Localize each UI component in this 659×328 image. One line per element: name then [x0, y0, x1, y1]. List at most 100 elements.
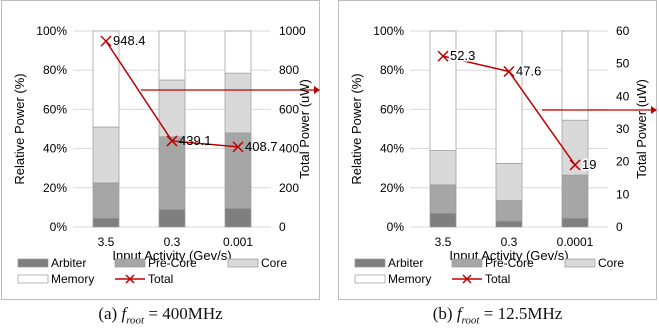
total-marker — [437, 50, 449, 62]
x-tick-label: 0.001 — [223, 235, 253, 249]
y-tick-label: 60% — [43, 102, 67, 116]
x-tick-label: 0.0001 — [557, 235, 594, 249]
y2-tick-label: 50 — [616, 57, 630, 71]
y-axis-title: Relative Power (%) — [349, 73, 364, 184]
legend-swatch — [114, 258, 146, 268]
bar-memory — [561, 30, 589, 121]
y-tick-label: 60% — [380, 102, 404, 116]
y-tick-label: 0% — [50, 220, 68, 234]
bar-pre-core — [429, 184, 457, 214]
caption-b-label: (b) — [432, 304, 453, 323]
y-tick-label: 40% — [380, 142, 404, 156]
legend-label: Pre-Core — [148, 256, 197, 270]
y2-tick-label: 40 — [616, 89, 630, 103]
total-data-label: 408.7 — [245, 139, 278, 154]
axis-arrow-head — [314, 86, 320, 94]
y2-tick-label: 800 — [279, 63, 299, 77]
total-marker — [232, 141, 244, 153]
total-marker — [569, 159, 581, 171]
y2-axis-title: Total Power (uW) — [634, 79, 649, 179]
legend-label: Arbiter — [51, 256, 86, 270]
x-tick-label: 3.5 — [435, 235, 452, 249]
legend-label: Total — [148, 272, 173, 286]
bar-arbiter — [561, 217, 589, 228]
caption-a-symbol: f — [121, 304, 127, 323]
legend-swatch — [17, 258, 49, 268]
y-tick-label: 40% — [43, 142, 67, 156]
total-marker — [166, 135, 178, 147]
total-marker — [503, 65, 515, 78]
bar-arbiter — [429, 212, 457, 228]
legend-swatch — [564, 258, 596, 268]
legend-label: Arbiter — [388, 256, 423, 270]
y-tick-label: 80% — [43, 63, 67, 77]
total-data-label: 439.1 — [179, 133, 212, 148]
total-data-label: 52.3 — [450, 48, 475, 63]
bar-memory — [495, 30, 523, 164]
bar-core — [429, 150, 457, 186]
x-tick-label: 0.3 — [164, 235, 181, 249]
caption-a-value: = 400MHz — [148, 304, 223, 323]
legend-swatch — [17, 274, 49, 284]
chart-panel-a: 0% 20% 40% 60% 80% 100% 0 200 400 600 800 1000 3.5 0.… — [1, 0, 320, 300]
bar-memory — [92, 30, 120, 128]
y2-tick-label: 0 — [616, 220, 623, 234]
legend-label: Core — [261, 256, 287, 270]
bar-core — [224, 72, 252, 134]
y-tick-label: 0% — [387, 220, 405, 234]
chart-b: 0% 20% 40% 60% 80% 100% 0 10 20 30 40 50 60 3.5 0.3 0.0… — [349, 24, 657, 286]
legend-swatch — [354, 258, 386, 268]
legend-label: Memory — [51, 272, 94, 286]
caption-b-symbol: f — [456, 304, 462, 323]
caption-b-value: = 12.5MHz — [483, 304, 563, 323]
y2-tick-label: 20 — [616, 155, 630, 169]
y-tick-label: 100% — [36, 24, 67, 38]
axis-arrow-head — [651, 106, 657, 114]
legend-marker — [125, 274, 135, 284]
y2-tick-label: 30 — [616, 122, 630, 136]
bar-memory — [158, 30, 186, 81]
bar-arbiter — [92, 217, 120, 228]
y2-tick-label: 200 — [279, 181, 299, 195]
bar-arbiter — [495, 220, 523, 228]
caption-b-subscript: root — [461, 314, 480, 327]
legend-marker — [462, 274, 472, 284]
y-tick-label: 20% — [43, 181, 67, 195]
y-tick-label: 100% — [373, 24, 404, 38]
y2-tick-label: 400 — [279, 142, 299, 156]
y2-axis-title: Total Power (uW) — [297, 79, 312, 179]
chart-panel-b: 0% 20% 40% 60% 80% 100% 0 10 20 30 40 50 60 3.5 0.3 0.0… — [338, 0, 657, 300]
bar-arbiter — [158, 209, 186, 228]
y-tick-label: 20% — [380, 181, 404, 195]
legend-swatch — [451, 258, 483, 268]
caption-a-subscript: root — [126, 314, 145, 327]
total-marker — [100, 35, 112, 47]
legend-swatch — [354, 274, 386, 284]
legend-label: Total — [485, 272, 510, 286]
legend-label: Memory — [388, 272, 431, 286]
bar-arbiter — [224, 208, 252, 228]
legend-label: Core — [598, 256, 624, 270]
y2-tick-label: 10 — [616, 187, 630, 201]
y-tick-label: 80% — [380, 63, 404, 77]
total-data-label: 948.4 — [113, 33, 146, 48]
bar-pre-core — [561, 174, 589, 219]
bar-pre-core — [495, 200, 523, 222]
caption-b: (b) froot = 12.5MHz — [338, 304, 657, 326]
caption-a-label: (a) — [98, 304, 118, 323]
legend-label: Pre-Core — [485, 256, 534, 270]
y2-tick-label: 1000 — [279, 24, 306, 38]
bar-memory — [224, 30, 252, 74]
y2-tick-label: 600 — [279, 102, 299, 116]
y-axis-title: Relative Power (%) — [12, 73, 27, 184]
total-data-label: 47.6 — [516, 64, 541, 79]
bar-memory — [429, 30, 457, 151]
y2-tick-label: 0 — [279, 220, 286, 234]
bar-pre-core — [92, 182, 120, 219]
bar-core — [495, 162, 523, 201]
x-tick-label: 0.3 — [501, 235, 518, 249]
caption-a: (a) froot = 400MHz — [1, 304, 320, 326]
total-data-label: 19 — [582, 157, 596, 172]
bar-core — [92, 126, 120, 184]
chart-a: 0% 20% 40% 60% 80% 100% 0 200 400 600 800 1000 3.5 0.… — [12, 24, 320, 286]
